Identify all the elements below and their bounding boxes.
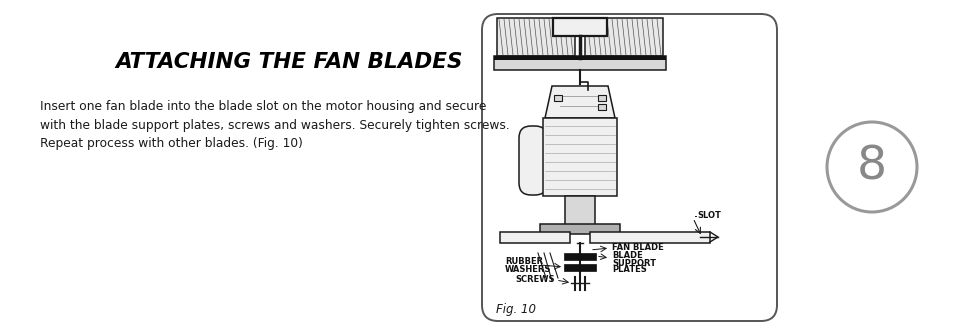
Text: SCREWS: SCREWS <box>515 275 554 284</box>
Bar <box>563 264 596 271</box>
Text: ATTACHING THE FAN BLADES: ATTACHING THE FAN BLADES <box>115 52 462 72</box>
Bar <box>539 224 619 234</box>
Bar <box>494 56 665 60</box>
Text: 8: 8 <box>856 144 886 190</box>
Text: Fig. 10: Fig. 10 <box>496 303 536 316</box>
Bar <box>499 232 569 243</box>
Text: RUBBER: RUBBER <box>504 257 542 266</box>
Circle shape <box>826 122 916 212</box>
Polygon shape <box>544 86 615 118</box>
Text: FAN BLADE: FAN BLADE <box>612 244 663 253</box>
Text: WASHERS: WASHERS <box>504 265 551 273</box>
Bar <box>563 253 596 260</box>
Text: Insert one fan blade into the blade slot on the motor housing and secure
with th: Insert one fan blade into the blade slot… <box>40 100 509 150</box>
Bar <box>598 95 605 101</box>
Text: SLOT: SLOT <box>697 211 720 220</box>
Bar <box>497 18 575 56</box>
Bar <box>598 104 605 110</box>
Bar <box>542 118 617 196</box>
FancyBboxPatch shape <box>481 14 776 321</box>
Bar <box>554 95 561 101</box>
Bar <box>584 18 662 56</box>
FancyBboxPatch shape <box>518 126 546 195</box>
Bar <box>589 232 709 243</box>
Bar <box>553 18 606 36</box>
Text: SUPPORT: SUPPORT <box>612 259 656 268</box>
Text: BLADE: BLADE <box>612 252 642 261</box>
Bar <box>564 196 595 226</box>
Text: PLATES: PLATES <box>612 266 646 274</box>
Bar <box>494 56 665 70</box>
